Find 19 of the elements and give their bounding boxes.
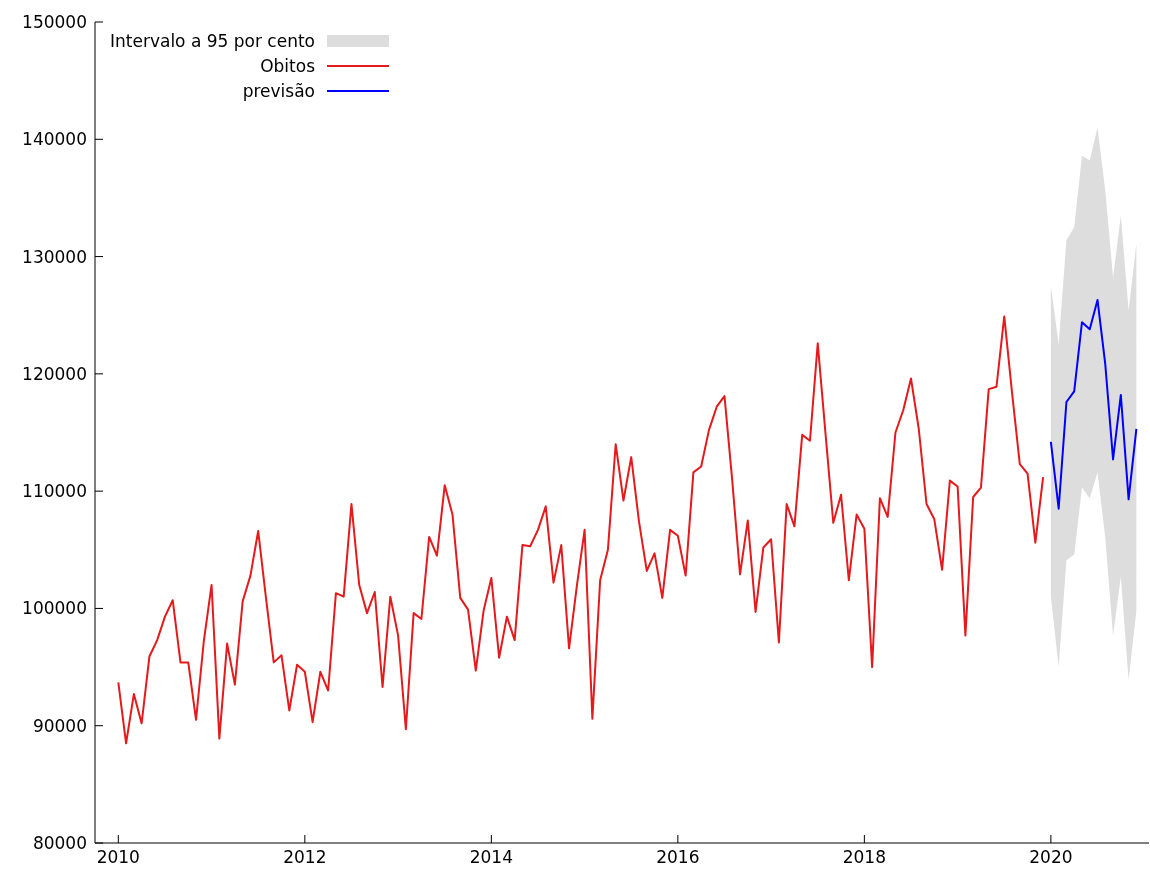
legend-label: Obitos bbox=[260, 55, 315, 76]
legend-label: previsão bbox=[242, 80, 315, 101]
y-tick-label: 130000 bbox=[22, 246, 87, 267]
x-tick-label: 2012 bbox=[283, 847, 327, 868]
y-tick-label: 90000 bbox=[32, 715, 87, 736]
y-tick-label: 80000 bbox=[32, 833, 87, 854]
x-tick-label: 2020 bbox=[1029, 847, 1073, 868]
y-tick-label: 120000 bbox=[22, 363, 87, 384]
y-tick-label: 150000 bbox=[22, 12, 87, 33]
annotation: Intervalo a 95 por cento bbox=[110, 30, 315, 51]
x-tick-label: 2010 bbox=[96, 847, 140, 868]
x-tick-label: 2016 bbox=[656, 847, 700, 868]
line-series bbox=[117, 315, 1045, 745]
x-tick-label: 2014 bbox=[469, 847, 513, 868]
line-series bbox=[1049, 298, 1138, 510]
y-tick-label: 140000 bbox=[22, 129, 87, 150]
y-tick-label: 100000 bbox=[22, 598, 87, 619]
x-tick-label: 2018 bbox=[842, 847, 887, 868]
y-tick-label: 110000 bbox=[22, 481, 87, 502]
